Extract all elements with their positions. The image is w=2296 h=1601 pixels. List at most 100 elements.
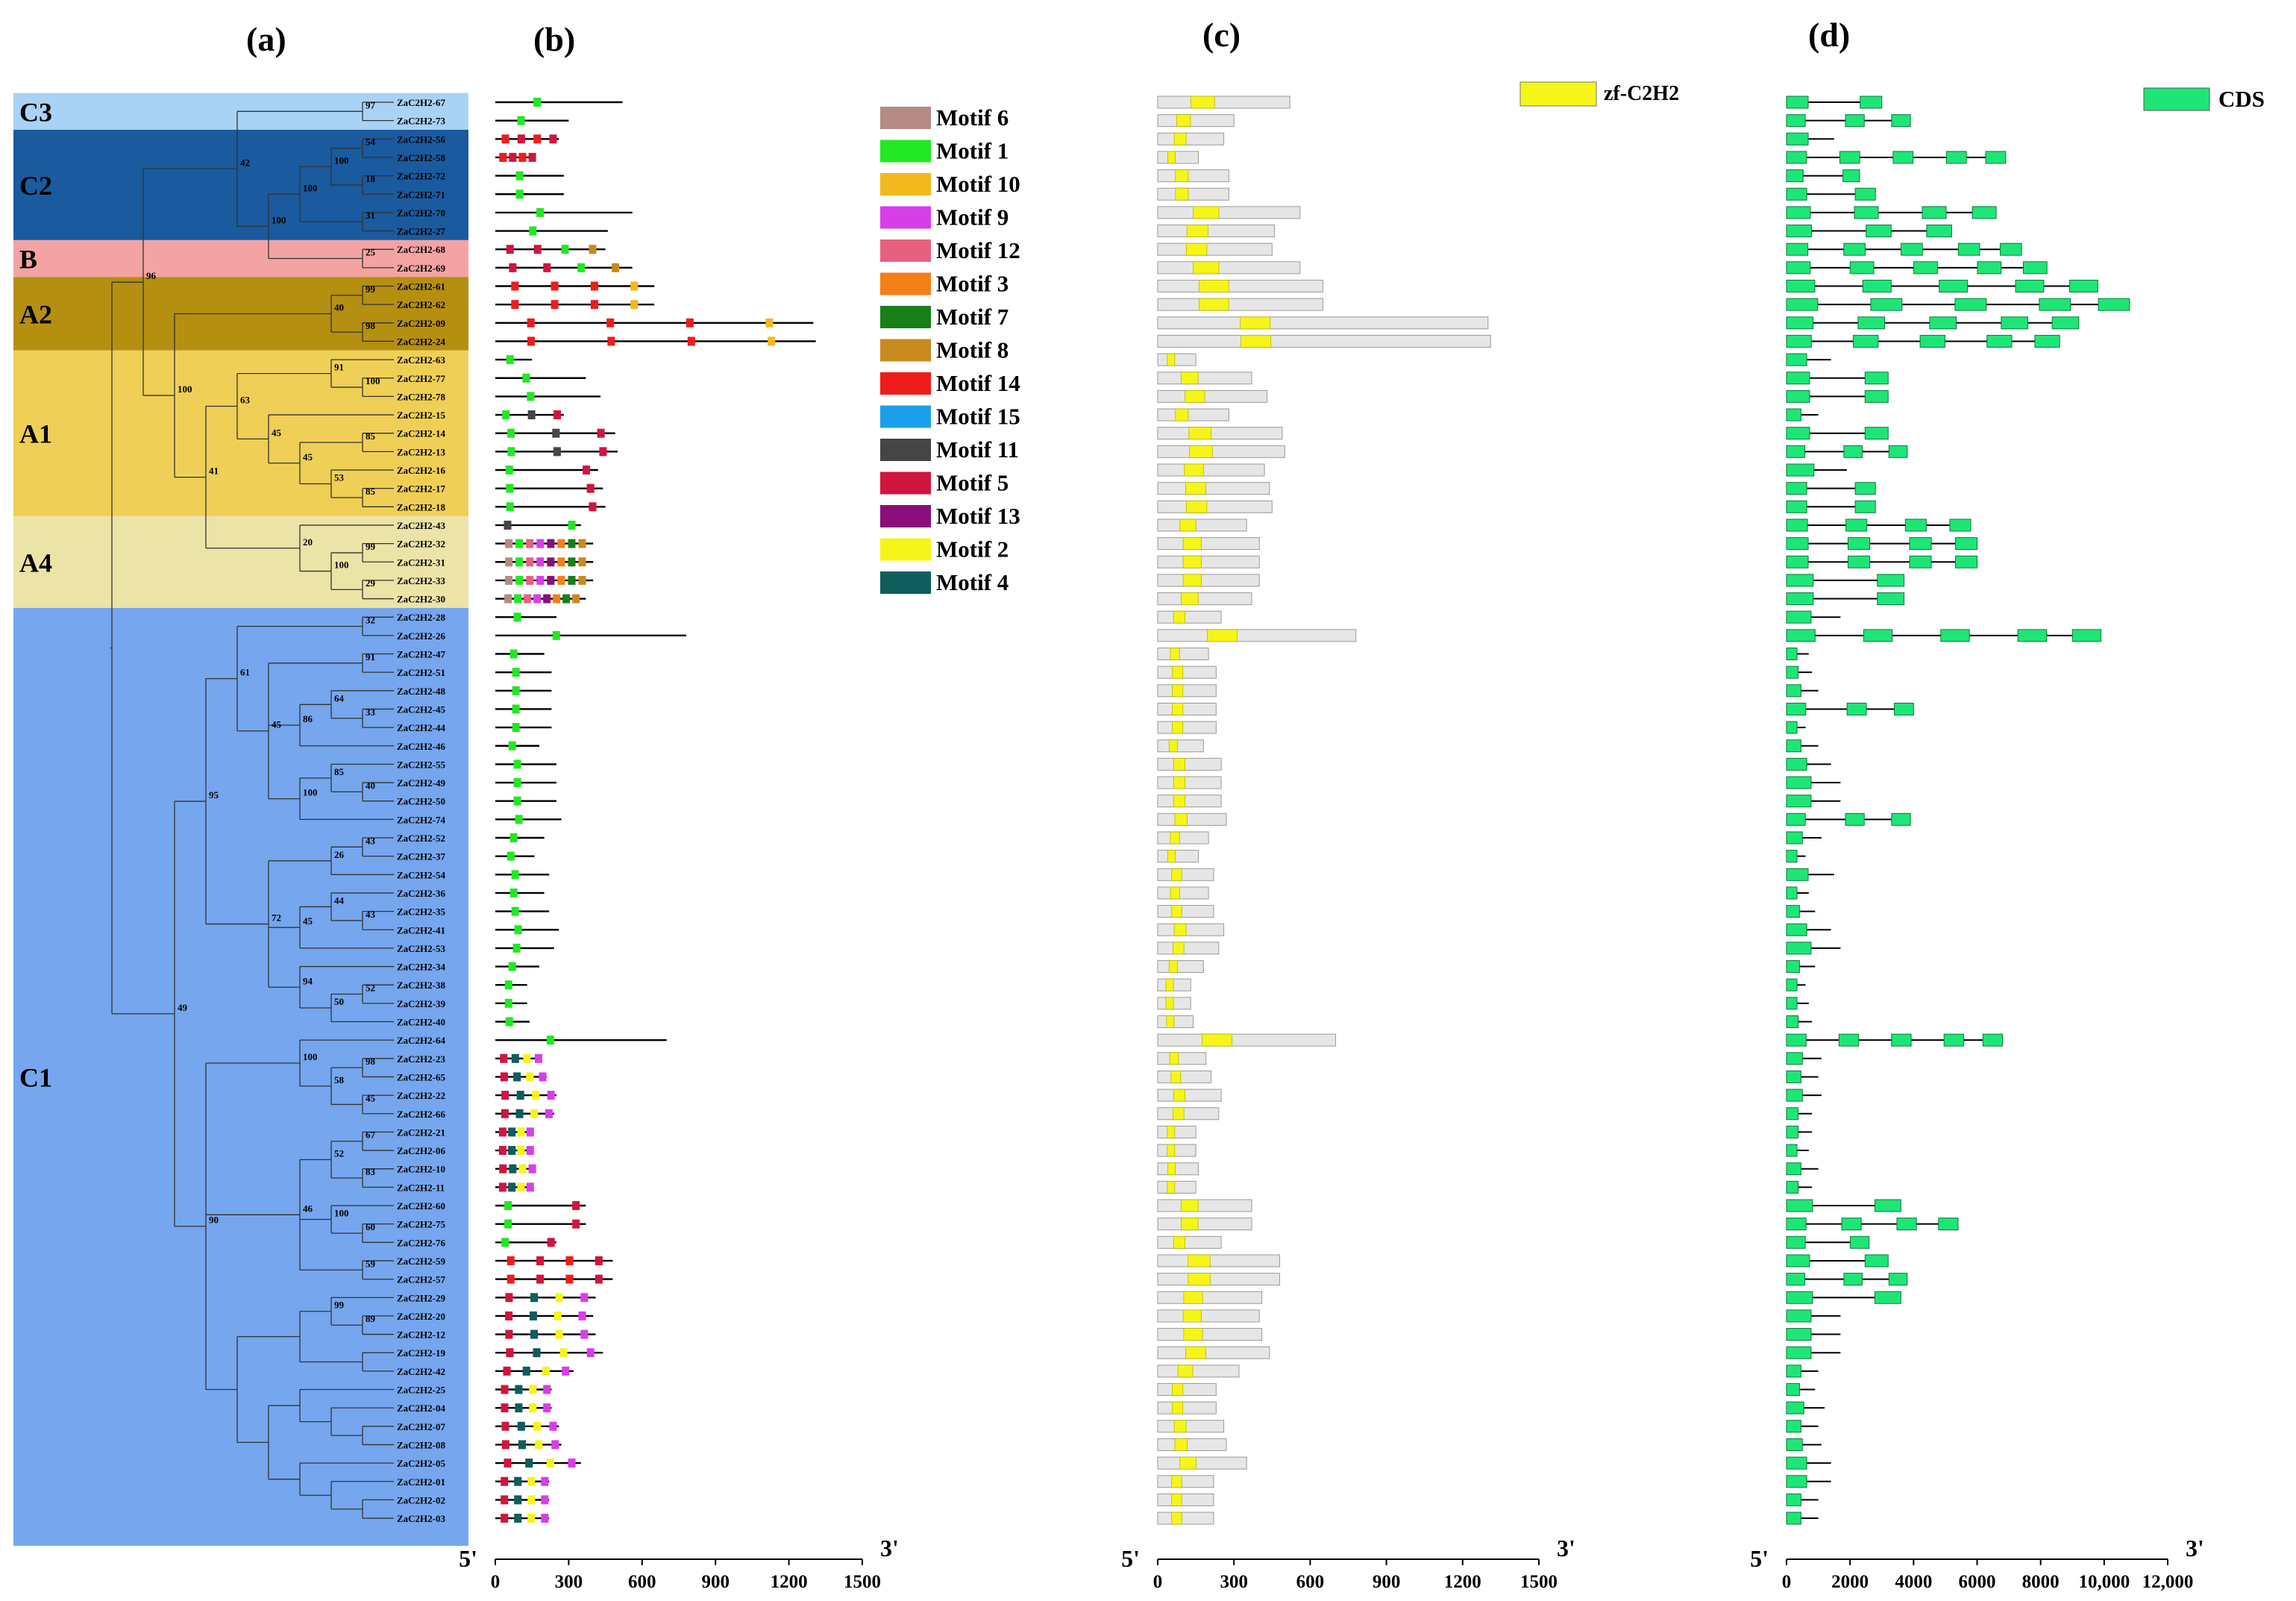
zf-c2h2-domain [1172,684,1184,698]
gene-label: ZaC2H2-66 [397,1109,446,1120]
motif-4 [515,1385,523,1394]
bootstrap-value: 41 [209,466,219,477]
gene-label: ZaC2H2-74 [397,814,446,825]
bootstrap-value: 26 [334,849,345,860]
cds-exon [1891,114,1911,128]
gene-label: ZaC2H2-49 [397,777,446,789]
cds-exon [1786,537,1809,551]
cds-exon [1892,151,1914,164]
motif-14 [527,318,535,328]
motif-5 [509,152,517,162]
motif-4 [530,1329,539,1339]
axis-tick-label-axis_d: 10,000 [2078,1572,2130,1592]
cds-exon [2034,334,2060,348]
motif-1 [513,612,521,622]
cds-exon [1786,1107,1798,1121]
bootstrap-value: 100 [366,375,380,386]
gene-label: ZaC2H2-23 [397,1053,446,1065]
motif-1 [515,815,523,824]
cds-exon [1786,242,1809,256]
motif-1 [508,962,516,971]
cds-exon [1874,1199,1901,1212]
cds-exon [1919,334,1945,348]
cds-exon [2068,280,2098,292]
axis-tick-label-axis_d: 8000 [2022,1572,2060,1592]
gene-label: ZaC2H2-65 [397,1071,446,1083]
gene-label: ZaC2H2-07 [397,1421,446,1432]
motif-1 [506,502,514,512]
zf-c2h2-domain [1166,1015,1175,1028]
motif-14 [607,336,615,346]
gene-label: ZaC2H2-26 [397,630,446,642]
legend-label-motif: Motif 4 [936,569,1009,595]
motif-5 [498,1127,506,1137]
cds-exon [1894,702,1914,715]
gene-label: ZaC2H2-76 [397,1237,446,1248]
cds-exon [1786,1070,1801,1083]
zf-c2h2-domain [1185,390,1205,403]
protein-bar [1157,1328,1263,1341]
legend-label-motif: Motif 11 [936,436,1019,463]
motif-1 [512,704,520,714]
cds-exon [1786,1125,1798,1138]
cds-exon [1888,445,1908,458]
gene-label: ZaC2H2-48 [397,686,446,697]
legend-label-motif: Motif 5 [936,470,1009,496]
motif-1 [536,207,545,217]
bootstrap-value: 40 [366,780,375,791]
zf-c2h2-domain [1188,1273,1211,1285]
gene-label: ZaC2H2-46 [397,741,446,752]
motif-9 [536,539,545,548]
cds-exon [1786,978,1798,991]
protein-bar [1157,665,1217,679]
protein-bar [1157,1291,1263,1304]
cds-exon [1786,1309,1812,1323]
protein-bar [1157,978,1191,991]
motif-11 [553,447,561,457]
zf-c2h2-domain [1168,739,1178,753]
zf-c2h2-domain [1184,463,1204,477]
axis-tick-label-axis_d: 0 [1782,1572,1792,1592]
legend-swatch-motif [880,239,931,262]
cds-exon [1854,206,1879,219]
protein-bar [1157,1456,1247,1470]
motif-5 [572,1201,580,1210]
motif-5 [586,483,595,493]
protein-bar [1157,721,1217,734]
gene-label: ZaC2H2-72 [397,171,445,182]
cds-exon [1786,648,1798,660]
motif-2 [532,1091,540,1100]
motif-5 [500,1072,508,1082]
motif-9 [541,1476,549,1486]
motif-5 [589,502,597,512]
cds-exon [1786,1493,1801,1506]
cds-exon [1786,1456,1807,1470]
motif-11 [552,428,560,438]
motif-1 [515,539,524,548]
motif-14 [590,281,598,291]
motif-5 [599,447,607,457]
protein-bar [1157,445,1285,458]
zf-c2h2-domain [1173,776,1186,789]
motif-6 [505,557,513,567]
motif-9 [526,1127,534,1137]
panel-label-d: (d) [1808,16,1850,54]
zf-c2h2-domain [1172,1401,1184,1414]
protein-bar [1157,1493,1214,1506]
motif-4 [518,1440,526,1450]
cds-exon [1870,298,1903,311]
gene-labels: ZaC2H2-67 ZaC2H2-73 ZaC2H2-56 ZaC2H2-58 ZaC2… [397,97,446,1524]
zf-c2h2-domain [1172,703,1184,715]
bootstrap-value: 100 [303,182,318,193]
cds-exon [1786,500,1807,513]
motif-4 [515,1109,524,1118]
zf-c2h2-domain [1165,997,1174,1010]
protein-bar [1157,206,1301,219]
motif-5 [501,1385,509,1394]
motif-14 [551,300,559,310]
cds-exon [1939,280,1969,292]
cds-exon [1786,960,1800,974]
protein-bar [1157,610,1222,624]
cds-exon [1786,1180,1798,1194]
protein-bar [1157,942,1220,955]
